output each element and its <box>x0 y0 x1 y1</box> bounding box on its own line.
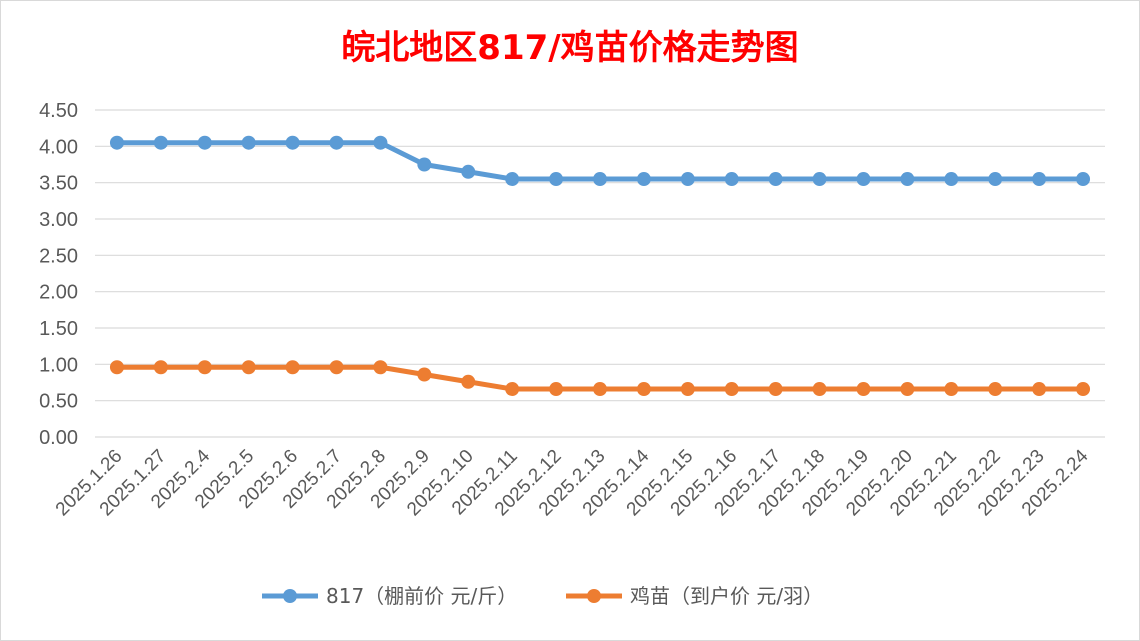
data-point <box>768 382 783 397</box>
data-point <box>1032 172 1047 187</box>
data-point <box>593 172 607 187</box>
y-tick-label: 4.00 <box>39 136 78 158</box>
grid-lines <box>95 109 1105 438</box>
data-point <box>417 157 432 172</box>
data-point <box>1076 172 1091 187</box>
y-tick-label: 0.50 <box>39 391 78 413</box>
y-tick-label: 2.50 <box>39 245 78 267</box>
data-point <box>724 382 739 397</box>
data-point <box>812 172 827 187</box>
data-point <box>549 172 564 187</box>
y-axis-ticks: 0.00 0.50 1.00 1.50 2.00 2.50 3.00 3.50 4.00 4.50 <box>39 100 78 449</box>
data-point <box>461 374 476 389</box>
data-point <box>680 172 695 187</box>
data-point <box>900 172 915 187</box>
data-point <box>944 172 959 187</box>
series-group <box>109 135 1091 397</box>
data-point <box>417 367 432 382</box>
data-point <box>329 360 344 375</box>
data-point <box>812 382 827 397</box>
data-point <box>505 172 520 187</box>
data-point <box>373 360 388 375</box>
data-point <box>988 172 1003 187</box>
y-tick-label: 2.00 <box>39 282 78 304</box>
data-point <box>724 172 739 187</box>
data-point <box>285 360 300 375</box>
y-tick-label: 3.50 <box>39 173 78 195</box>
data-point <box>241 360 256 375</box>
legend: 817（棚前价 元/斤） 鸡苗（到户价 元/羽） <box>262 584 823 608</box>
data-point <box>461 164 476 179</box>
data-point <box>373 135 388 150</box>
data-point <box>505 382 520 397</box>
legend-marker-0 <box>283 589 297 603</box>
data-point <box>768 172 783 187</box>
data-point <box>680 382 695 397</box>
chart-title: 皖北地区817/鸡苗价格走势图 <box>341 28 799 68</box>
data-point <box>636 172 651 187</box>
data-point <box>856 382 871 397</box>
y-tick-label: 1.50 <box>39 318 78 340</box>
data-point <box>944 382 959 397</box>
data-point <box>197 360 212 375</box>
legend-marker-1 <box>587 589 601 603</box>
x-axis-ticks: 2025.1.262025.1.272025.2.42025.2.52025.2… <box>52 445 1093 520</box>
legend-label-0: 817（棚前价 元/斤） <box>326 584 517 608</box>
data-point <box>988 382 1003 397</box>
data-point <box>241 135 256 150</box>
y-tick-label: 4.50 <box>39 100 78 122</box>
data-point <box>1032 382 1047 397</box>
data-point <box>549 382 564 397</box>
legend-label-1: 鸡苗（到户价 元/羽） <box>630 584 823 608</box>
data-point <box>109 135 124 150</box>
data-point <box>285 135 300 150</box>
data-point <box>1076 382 1091 397</box>
y-tick-label: 0.00 <box>39 427 78 449</box>
data-point <box>900 382 915 397</box>
data-point <box>593 382 607 397</box>
data-point <box>197 135 212 150</box>
data-point <box>153 360 168 375</box>
y-tick-label: 3.00 <box>39 209 78 231</box>
data-point <box>856 172 871 187</box>
data-point <box>329 135 344 150</box>
data-point <box>109 360 124 375</box>
data-point <box>153 135 168 150</box>
y-tick-label: 1.00 <box>39 354 78 376</box>
data-point <box>636 382 651 397</box>
